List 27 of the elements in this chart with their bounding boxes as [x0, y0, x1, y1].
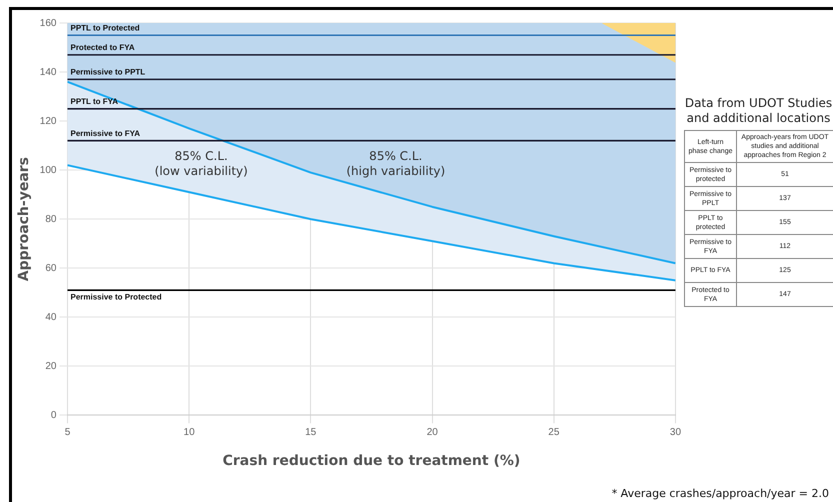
- ref-line-label: PPTL to Protected: [70, 23, 140, 32]
- x-tick-label: 5: [64, 426, 71, 438]
- y-tick-label: 160: [40, 18, 57, 29]
- ref-line-label: Permissive to FYA: [70, 128, 140, 138]
- ref-line-label: PPTL to FYA: [70, 96, 118, 106]
- text: * Average crashes/approach/year = 2.0: [612, 487, 829, 500]
- y-tick-label: 120: [40, 116, 57, 127]
- y-tick-label: 20: [45, 360, 57, 372]
- x-tick-label: 10: [184, 426, 196, 438]
- x-axis-title: Crash reduction due to treatment (%): [222, 453, 520, 470]
- ref-line-label: Permissive to PPTL: [70, 68, 146, 77]
- text: Data from UDOT Studies and additional locations: [684, 96, 833, 126]
- ref-line-label: Permissive to Protected: [70, 292, 162, 302]
- y-tick-label: 40: [45, 312, 57, 323]
- y-tick-label: 140: [40, 66, 57, 78]
- y-tick-label: 80: [45, 214, 57, 225]
- annotation: 85% C.L. (high variability): [346, 148, 446, 178]
- x-tick-label: 25: [548, 426, 560, 438]
- annotation: 85% C.L. (low variability): [154, 148, 248, 178]
- x-tick-label: 15: [305, 426, 317, 438]
- x-tick-label: 20: [426, 426, 438, 438]
- ref-line-label: Protected to FYA: [70, 43, 135, 52]
- y-axis-title: Approach-years: [16, 156, 32, 282]
- x-tick-label: 30: [670, 426, 682, 438]
- y-tick-label: 0: [50, 410, 57, 421]
- y-tick-label: 60: [45, 262, 57, 274]
- y-tick-label: 100: [40, 164, 57, 176]
